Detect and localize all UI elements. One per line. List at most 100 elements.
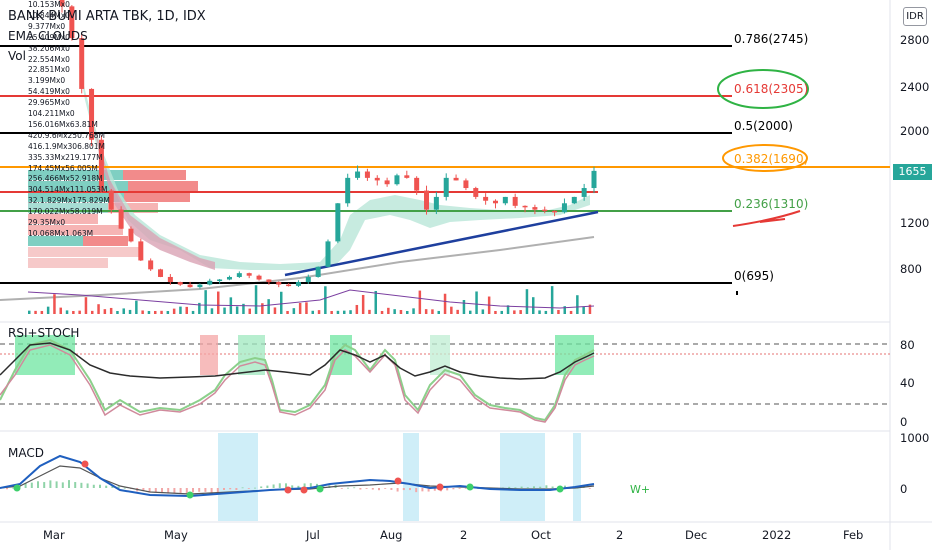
volume-bar <box>311 310 314 314</box>
candle-body <box>246 273 252 276</box>
volume-bar <box>65 310 69 314</box>
volume-bar <box>550 286 554 314</box>
volume-bar <box>450 306 453 314</box>
volume-profile-label: 256.466Mx52.918M <box>28 174 103 184</box>
volume-bar <box>59 307 62 314</box>
macd-signal-note: W+ <box>630 483 651 496</box>
volume-profile-label: 304.514Mx111.053M <box>28 185 108 195</box>
fib-label-0786: 0.786(2745) <box>734 32 809 46</box>
fib-label-0382: 0.382(1690) <box>734 152 809 166</box>
volume-profile-label: 170.022Mx58.019M <box>28 207 103 217</box>
candle-body <box>552 210 558 213</box>
volume-profile-label: 10.153Mx0 <box>28 0 70 9</box>
volume-bar <box>292 308 296 314</box>
macd-hist-bar <box>390 488 393 490</box>
moving-average-grey <box>0 236 595 301</box>
macd-hist-bar <box>198 488 201 492</box>
candle-body <box>433 196 439 210</box>
macd-hist-bar <box>564 485 566 488</box>
volume-bar <box>179 306 182 314</box>
volume-bar <box>72 310 75 314</box>
fib-label-0: 0(695) <box>734 269 774 283</box>
candle-body <box>98 139 104 191</box>
macd-hist-bar <box>30 482 33 488</box>
volume-bar <box>305 302 308 314</box>
macd-hist-bar <box>247 488 250 489</box>
macd-hist-bar <box>117 486 120 488</box>
volume-bar <box>532 297 535 314</box>
macd-hist-bar <box>545 485 548 488</box>
macd-hist-bar <box>105 485 108 488</box>
macd-pane-title[interactable]: MACD <box>8 446 44 460</box>
macd-hist-bar <box>74 482 77 488</box>
volume-ma-line <box>27 289 595 309</box>
macd-hist-bar <box>55 481 58 488</box>
volume-profile-label: 9.377Mx0 <box>28 21 66 31</box>
volume-profile-label: 416.1.9Mx306.801M <box>28 141 106 151</box>
macd-hist-bar <box>167 488 170 494</box>
volume-bar <box>317 310 321 314</box>
volume-bar <box>210 308 214 314</box>
fibonacci-levels[interactable] <box>0 45 890 284</box>
price-tick: 800 <box>900 262 922 276</box>
macd-hist-bar <box>278 483 281 488</box>
volume-bar <box>40 310 44 314</box>
volume-profile-label: 22.851Mx0 <box>28 65 70 75</box>
volume-bar <box>204 290 207 314</box>
macd-hist-bar <box>49 480 52 488</box>
volume-profile-label: 54.419Mx0 <box>28 87 70 97</box>
macd-hist-bar <box>427 488 430 492</box>
volume-bar <box>185 306 188 314</box>
candle-body <box>522 205 528 208</box>
rsi-pane-title[interactable]: RSI+STOCH <box>8 326 80 340</box>
rsi-line <box>0 342 595 380</box>
macd-hist-bar <box>464 488 467 489</box>
macd-hist-bar <box>291 485 294 488</box>
volume-bar <box>267 299 270 314</box>
volume-bar <box>53 294 56 314</box>
macd-hist-bar <box>142 488 145 491</box>
macd-hist-bar <box>371 488 374 490</box>
candle-body <box>217 279 223 282</box>
candle-body <box>443 177 449 197</box>
candle-body <box>256 275 262 280</box>
candle-body <box>591 170 597 189</box>
candle-body <box>512 196 518 206</box>
macd-hist-bar <box>421 488 424 492</box>
candle-body <box>286 284 292 287</box>
volume-bar <box>368 309 371 314</box>
annotation-circle-0618 <box>717 69 809 109</box>
rsi-heat-strip <box>200 335 218 375</box>
candle-body <box>138 241 144 261</box>
candle-body <box>561 203 567 213</box>
volume-bar <box>84 297 88 314</box>
macd-hist-bar <box>173 488 176 493</box>
macd-hist-bar <box>551 486 554 488</box>
volume-bar <box>443 293 447 314</box>
macd-hist-bar <box>229 488 232 490</box>
volume-bar <box>78 310 81 314</box>
candle-body <box>177 282 183 285</box>
volume-bar <box>248 308 251 314</box>
volume-bar <box>116 310 119 314</box>
volume-bar <box>563 306 566 314</box>
time-tick: Jul <box>306 528 320 542</box>
volume-bar <box>412 308 415 314</box>
macd-hist-bar <box>86 483 89 488</box>
indicator-ema-clouds[interactable]: EMA CLOUDS <box>8 29 88 43</box>
volume-bar <box>280 291 283 314</box>
candle-body <box>276 282 282 285</box>
ascending-trendline[interactable] <box>284 210 599 277</box>
candle-body <box>492 200 498 204</box>
volume-bar <box>557 309 560 314</box>
candle-body <box>394 175 400 185</box>
price-tick: 2800 <box>900 33 930 47</box>
macd-hist-bar <box>266 485 269 488</box>
currency-badge[interactable]: IDR <box>903 7 927 26</box>
macd-hist-bar <box>340 488 343 489</box>
volume-bar <box>198 302 201 314</box>
volume-bar <box>324 286 327 314</box>
indicator-volume[interactable]: Vol <box>8 49 26 63</box>
volume-profile-label: 29.35Mx0 <box>28 218 66 227</box>
